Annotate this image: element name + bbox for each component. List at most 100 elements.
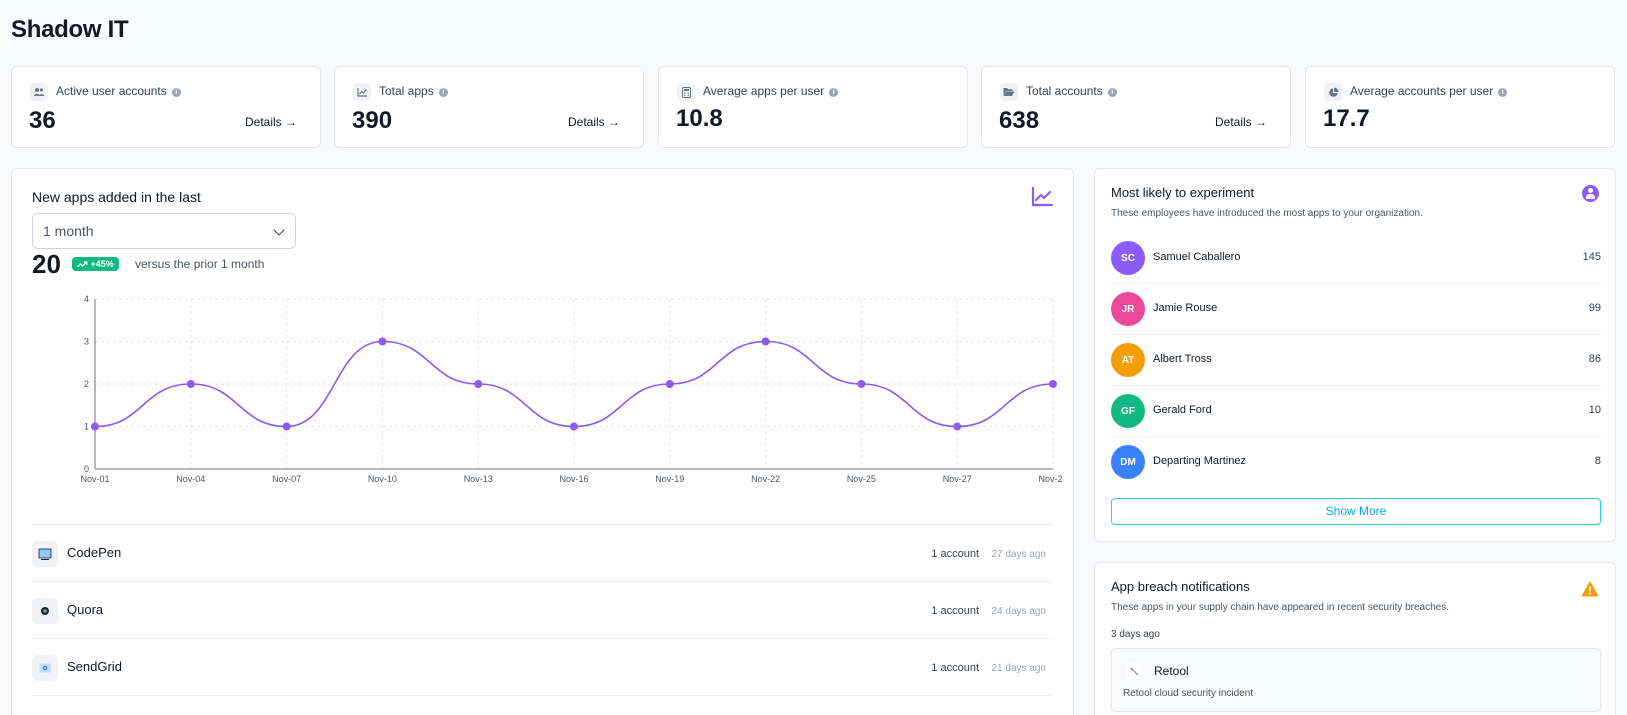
- trending-up-icon: [77, 260, 88, 267]
- app-row-codepen[interactable]: CodePen 1 account 27 days ago: [32, 525, 1053, 582]
- avatar: DM: [1111, 445, 1145, 479]
- x-tick-label: Nov-01: [80, 474, 109, 484]
- stat-card-total-accounts: Total accounts i 638 Details →: [981, 66, 1291, 148]
- chevron-down-icon: [273, 224, 285, 236]
- info-icon[interactable]: i: [829, 88, 839, 97]
- info-icon[interactable]: i: [1498, 88, 1508, 97]
- x-tick-label: Nov-10: [368, 474, 397, 484]
- person-name: Jamie Rouse: [1153, 302, 1218, 314]
- breach-title: App breach notifications: [1111, 579, 1250, 594]
- x-tick-label: Nov-07: [272, 474, 301, 484]
- y-tick-label: 2: [84, 379, 89, 389]
- y-tick-label: 1: [84, 422, 89, 432]
- breach-subtitle: These apps in your supply chain have app…: [1111, 602, 1449, 613]
- stat-value: 36: [29, 107, 56, 134]
- y-tick-label: 3: [84, 337, 89, 347]
- data-point: [953, 422, 962, 431]
- app-count: 86: [1588, 353, 1601, 365]
- added-time: 24 days ago: [991, 606, 1047, 617]
- person-name: Samuel Caballero: [1153, 251, 1241, 263]
- stat-label: Total apps: [379, 84, 434, 98]
- stat-value: 638: [999, 107, 1040, 134]
- show-more-button[interactable]: Show More: [1111, 498, 1601, 525]
- x-tick-label: Nov-16: [559, 474, 588, 484]
- sendgrid-icon: [32, 655, 58, 681]
- page-title: Shadow IT: [11, 16, 129, 43]
- period-select[interactable]: 1 month: [32, 213, 296, 249]
- app-name: SendGrid: [67, 659, 122, 674]
- avatar: GF: [1111, 394, 1145, 428]
- app-count: 99: [1588, 302, 1601, 314]
- data-point: [665, 380, 674, 388]
- stat-value: 10.8: [676, 105, 723, 132]
- trend-chart-icon[interactable]: [1031, 186, 1054, 212]
- stat-value: 390: [352, 107, 393, 134]
- info-icon[interactable]: i: [1107, 88, 1117, 97]
- stat-card-total-apps: Total apps i 390 Details →: [334, 66, 644, 148]
- change-value: +45%: [90, 259, 114, 269]
- stat-label: Active user accounts: [56, 84, 167, 98]
- info-icon[interactable]: i: [171, 88, 181, 97]
- person-row[interactable]: SC Samuel Caballero 145: [1111, 233, 1601, 284]
- avatar: JR: [1111, 292, 1145, 326]
- stat-card-avg-apps: Average apps per user i 10.8: [658, 66, 968, 148]
- person-row[interactable]: GF Gerald Ford 10: [1111, 386, 1601, 437]
- app-name: Quora: [67, 602, 104, 617]
- avatar: SC: [1111, 241, 1145, 275]
- stat-card-avg-accounts: Average accounts per user i 17.7: [1305, 66, 1615, 148]
- account-count: 1 account: [931, 662, 979, 674]
- person-row[interactable]: DM Departing Martinez 8: [1111, 437, 1601, 488]
- app-count: 8: [1594, 455, 1601, 467]
- new-apps-line-chart: 0 1 2 3 4 Nov-01 Nov-04 Nov-07 Nov-10 Nov-13 Nov-1…: [80, 294, 1062, 484]
- breach-time: 3 days ago: [1111, 629, 1160, 640]
- data-point: [474, 380, 483, 388]
- versus-text: versus the prior 1 month: [135, 257, 265, 271]
- added-time: 27 days ago: [991, 549, 1047, 560]
- app-row-quora[interactable]: Quora 1 account 24 days ago: [32, 582, 1053, 639]
- person-row[interactable]: JR Jamie Rouse 99: [1111, 284, 1601, 335]
- x-tick-label: Nov-28: [1038, 474, 1062, 484]
- y-tick-label: 4: [84, 294, 89, 304]
- breach-panel: App breach notifications These apps in y…: [1094, 562, 1616, 715]
- change-badge: +45%: [72, 257, 119, 271]
- users-icon: [30, 83, 48, 101]
- app-row-sendgrid[interactable]: SendGrid 1 account 21 days ago: [32, 639, 1053, 696]
- x-tick-label: Nov-22: [751, 474, 780, 484]
- avatar: AT: [1111, 343, 1145, 377]
- calculator-icon: [677, 83, 695, 101]
- breach-card[interactable]: Retool Retool cloud security incident: [1111, 648, 1601, 712]
- breach-app-name: Retool: [1154, 664, 1189, 678]
- data-point: [282, 422, 291, 431]
- chart-line-icon: [353, 83, 371, 101]
- experiment-panel: Most likely to experiment These employee…: [1094, 168, 1616, 542]
- user-circle-icon: [1582, 185, 1599, 202]
- new-apps-heading: New apps added in the last: [32, 189, 201, 205]
- folder-open-icon: [1000, 83, 1018, 101]
- data-point: [570, 422, 578, 431]
- details-link[interactable]: Details →: [567, 115, 620, 129]
- details-link[interactable]: Details →: [1214, 115, 1267, 129]
- data-point: [1049, 380, 1057, 388]
- app-count: 10: [1588, 404, 1601, 416]
- stat-label: Average apps per user: [703, 84, 825, 98]
- experiment-title: Most likely to experiment: [1111, 185, 1255, 200]
- person-name: Albert Tross: [1153, 353, 1212, 365]
- person-row[interactable]: AT Albert Tross 86: [1111, 335, 1601, 386]
- x-tick-label: Nov-04: [176, 474, 205, 484]
- info-icon[interactable]: i: [438, 88, 448, 97]
- data-point: [761, 337, 770, 346]
- breach-description: Retool cloud security incident: [1123, 688, 1254, 699]
- y-tick-label: 0: [84, 464, 89, 474]
- new-apps-panel: New apps added in the last 1 month 20 +4…: [11, 168, 1074, 715]
- warning-icon: [1581, 581, 1599, 602]
- retool-icon: [1126, 663, 1142, 679]
- period-select-value: 1 month: [43, 223, 94, 239]
- details-link[interactable]: Details →: [244, 115, 297, 129]
- person-name: Departing Martinez: [1153, 455, 1246, 467]
- app-name: CodePen: [67, 545, 122, 560]
- person-name: Gerald Ford: [1153, 404, 1212, 416]
- stat-value: 17.7: [1323, 105, 1370, 132]
- account-count: 1 account: [931, 605, 979, 617]
- new-apps-count: 20: [32, 249, 61, 279]
- data-point: [91, 422, 99, 431]
